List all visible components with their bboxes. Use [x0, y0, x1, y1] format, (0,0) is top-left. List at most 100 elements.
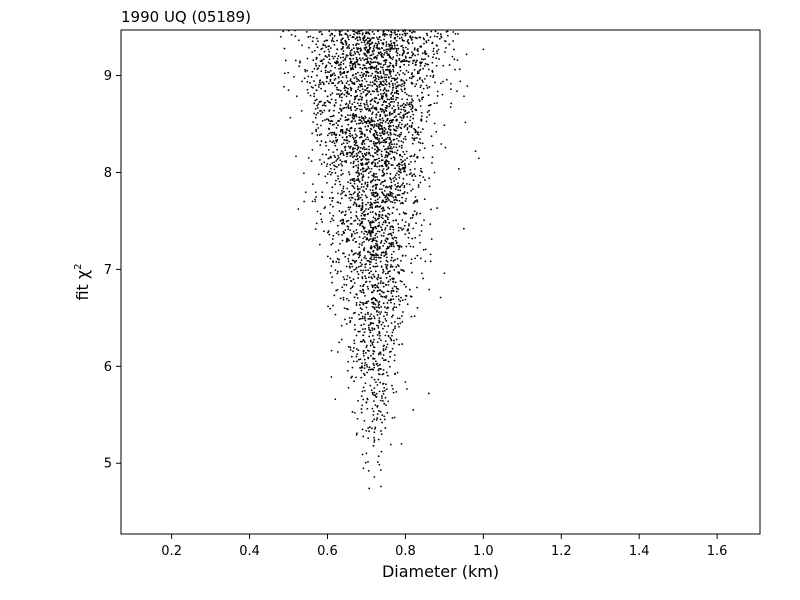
data-point [404, 166, 407, 169]
data-point [331, 242, 334, 245]
data-point [412, 245, 415, 248]
data-point [383, 389, 386, 392]
data-point [363, 52, 366, 55]
data-point [382, 268, 384, 271]
data-point [381, 55, 383, 57]
data-point [382, 92, 385, 95]
data-point [372, 265, 375, 268]
data-point [389, 50, 391, 53]
data-point [381, 169, 384, 172]
data-point [404, 110, 406, 113]
data-point [395, 48, 398, 50]
data-point [446, 34, 449, 37]
data-point [388, 275, 391, 278]
data-point [452, 40, 455, 42]
data-point [358, 243, 361, 245]
data-point [379, 399, 382, 402]
data-point [353, 129, 356, 132]
data-point [342, 296, 345, 299]
data-point [406, 115, 409, 118]
data-point [428, 104, 430, 107]
data-point [385, 256, 388, 259]
data-point [384, 311, 387, 314]
data-point [413, 127, 415, 130]
data-point [338, 67, 340, 70]
data-point [397, 104, 399, 107]
data-point [414, 257, 417, 260]
data-point [375, 419, 378, 421]
data-point [360, 186, 363, 188]
data-point [400, 123, 403, 126]
data-point [393, 321, 396, 323]
data-point [432, 56, 434, 58]
data-point [411, 137, 414, 139]
data-point [342, 62, 345, 65]
data-point [362, 248, 365, 251]
data-point [346, 240, 349, 243]
data-point [375, 70, 378, 73]
data-point [329, 47, 332, 49]
data-point [412, 227, 415, 230]
data-point [395, 49, 398, 52]
data-point [348, 173, 351, 176]
data-point [329, 78, 332, 81]
data-point [386, 313, 388, 316]
data-point [425, 120, 428, 123]
data-point [363, 133, 366, 136]
data-point [332, 57, 335, 60]
data-point [287, 89, 290, 91]
data-point [371, 240, 373, 243]
data-point [365, 80, 368, 83]
data-point [400, 144, 403, 147]
data-point [427, 392, 430, 395]
data-point [375, 133, 378, 136]
data-point [411, 42, 414, 44]
data-point [378, 300, 381, 303]
data-point [382, 348, 385, 350]
data-point [344, 103, 347, 106]
data-point [365, 158, 368, 161]
data-point [371, 179, 374, 182]
data-point [378, 48, 381, 51]
data-point [336, 288, 339, 291]
data-point [382, 119, 385, 122]
data-point [378, 306, 381, 309]
data-point [365, 363, 368, 366]
data-point [355, 266, 358, 269]
data-point [391, 334, 393, 337]
data-point [332, 304, 334, 307]
data-point [412, 60, 415, 62]
data-point [361, 428, 364, 431]
data-point [416, 70, 419, 73]
data-point [355, 152, 358, 155]
data-point [373, 254, 376, 257]
data-point [371, 154, 374, 157]
data-point [336, 272, 339, 275]
data-point [392, 139, 395, 141]
data-point [360, 376, 363, 379]
data-point [360, 83, 363, 86]
data-point [374, 79, 377, 81]
data-point [340, 270, 342, 273]
data-point [409, 245, 412, 248]
data-point [409, 168, 412, 171]
data-point [361, 122, 364, 125]
data-point [410, 39, 413, 41]
data-point [397, 47, 400, 50]
data-point [403, 168, 406, 171]
data-point [393, 30, 396, 32]
data-point [380, 395, 383, 397]
data-point [357, 256, 360, 259]
data-point [373, 391, 376, 394]
data-point [386, 311, 388, 314]
data-point [385, 251, 387, 254]
data-point [321, 119, 324, 122]
data-point [368, 487, 371, 490]
data-point [380, 127, 383, 130]
data-point [389, 121, 392, 124]
data-point [392, 124, 395, 127]
data-point [305, 30, 308, 33]
data-point [344, 89, 347, 92]
data-point [392, 314, 394, 317]
data-point [393, 143, 396, 146]
